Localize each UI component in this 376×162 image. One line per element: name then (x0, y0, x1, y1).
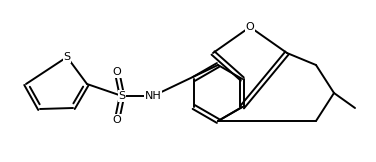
Text: O: O (113, 115, 121, 125)
Text: O: O (246, 22, 255, 32)
Text: NH: NH (145, 91, 161, 101)
Text: S: S (118, 91, 126, 101)
Text: S: S (64, 52, 71, 62)
Text: O: O (113, 67, 121, 77)
